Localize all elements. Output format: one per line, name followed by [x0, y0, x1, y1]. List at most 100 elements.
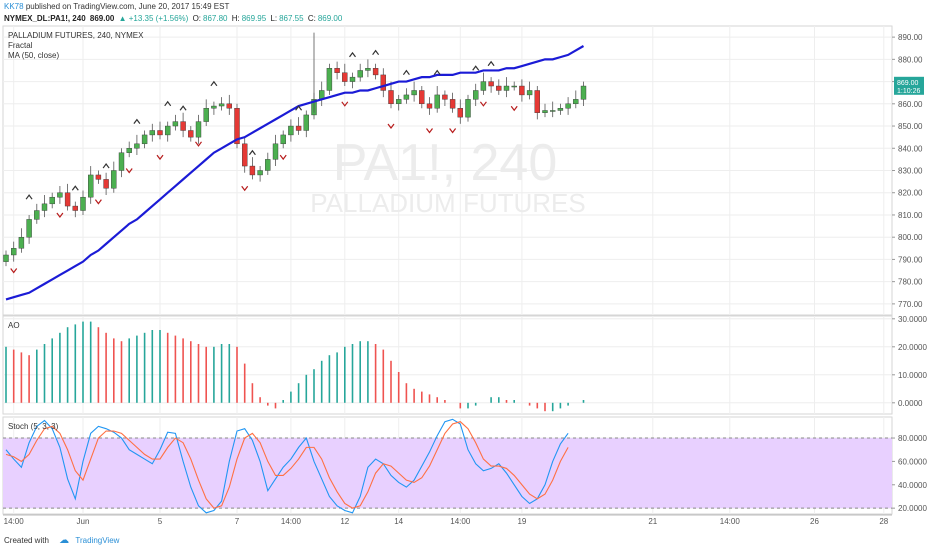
- fractal-up-marker: [433, 69, 441, 76]
- candle-body: [449, 99, 456, 109]
- y-tick-label: 790.00: [898, 255, 923, 264]
- candle-body: [557, 108, 564, 111]
- last-price-badge: [894, 76, 924, 95]
- fractal-down-marker: [449, 128, 457, 134]
- y-tick-label: 800.00: [898, 233, 923, 242]
- chart-canvas[interactable]: 890.00880.00870.00860.00850.00840.00830.…: [0, 24, 932, 532]
- y-tick-label: 10.0000: [898, 371, 927, 380]
- fractal-down-marker: [279, 154, 287, 161]
- y-tick-label: 850.00: [898, 122, 923, 131]
- close-value: 869.00: [317, 14, 343, 23]
- candle-body: [3, 254, 9, 262]
- watermark-name: PALLADIUM FUTURES: [310, 188, 585, 218]
- candle-body: [95, 174, 102, 180]
- candle-body: [442, 94, 448, 100]
- stoch-k-line: [5, 418, 569, 514]
- candle-body: [72, 205, 79, 211]
- fractal-up-marker: [472, 65, 480, 71]
- fractal-down-marker: [479, 101, 487, 107]
- stoch-label: Stoch (5, 3, 3): [8, 422, 59, 431]
- candle-body: [280, 134, 286, 145]
- candle-body: [473, 90, 479, 100]
- candle-body: [118, 152, 125, 171]
- candle-body: [526, 90, 533, 96]
- x-tick-label: 19: [517, 517, 526, 526]
- ma50-line: [5, 45, 585, 301]
- low-label: L:: [270, 14, 278, 23]
- candle-body: [134, 143, 140, 149]
- candle-body: [26, 219, 32, 238]
- y-tick-label: 780.00: [898, 278, 923, 287]
- last-price: 869.00: [89, 14, 115, 23]
- x-tick-label: 14:00: [450, 517, 471, 526]
- candle-body: [511, 85, 517, 88]
- candle-body: [396, 99, 402, 105]
- tradingview-link[interactable]: TradingView: [75, 536, 120, 545]
- candle-body: [149, 130, 156, 136]
- fractal-up-marker: [372, 49, 380, 56]
- author-link[interactable]: KK78: [4, 2, 24, 11]
- fractal-down-marker: [510, 105, 518, 112]
- candle-body: [111, 170, 117, 189]
- candle-body: [64, 192, 71, 207]
- close-label: C:: [307, 14, 316, 23]
- candle-body: [349, 76, 356, 82]
- candle-body: [573, 99, 579, 105]
- y-tick-label: 840.00: [898, 144, 923, 153]
- candle-body: [542, 110, 548, 113]
- fractal-down-marker: [156, 154, 164, 161]
- footer: Created with ☁ TradingView: [4, 535, 119, 546]
- created-with-text: Created with: [4, 536, 49, 545]
- fractal-down-marker: [94, 199, 102, 205]
- candle-body: [34, 210, 40, 220]
- candle-body: [365, 68, 371, 71]
- candle-body: [80, 196, 86, 211]
- y-tick-label: 20.0000: [898, 343, 927, 352]
- fractal-up-marker: [102, 163, 110, 169]
- candle-body: [288, 125, 294, 136]
- publish-info: KK78 published on TradingView.com, June …: [4, 2, 229, 11]
- fractal-down-marker: [387, 123, 395, 130]
- candle-body: [419, 90, 425, 105]
- candle-body: [218, 103, 225, 107]
- candle-body: [164, 125, 171, 136]
- candle-body: [550, 110, 556, 112]
- y-tick-label: 860.00: [898, 100, 923, 109]
- candle-body: [580, 85, 587, 100]
- x-tick-label: Jun: [77, 517, 90, 526]
- candle-body: [326, 68, 333, 91]
- fractal-down-marker: [125, 168, 133, 174]
- x-tick-label: 14:00: [720, 517, 741, 526]
- y-tick-label: 20.0000: [898, 504, 927, 513]
- candle-body: [49, 196, 55, 205]
- candle-body: [357, 70, 363, 78]
- candle-body: [41, 203, 48, 211]
- fractal-up-marker: [179, 105, 187, 111]
- candle-body: [342, 72, 348, 82]
- y-tick-label: 890.00: [898, 33, 923, 42]
- candle-body: [434, 94, 440, 109]
- stoch-band: [3, 438, 892, 509]
- candle-body: [157, 130, 163, 136]
- candle-body: [295, 125, 302, 131]
- fractal-down-marker: [10, 268, 18, 274]
- x-tick-label: 5: [158, 517, 163, 526]
- candle-body: [457, 108, 463, 118]
- candle-body: [18, 236, 25, 249]
- candle-body: [141, 134, 148, 145]
- candle-body: [496, 85, 502, 91]
- y-tick-label: 60.0000: [898, 457, 927, 466]
- fractal-down-marker: [426, 128, 433, 134]
- candle-body: [380, 74, 386, 91]
- y-tick-label: 80.0000: [898, 434, 927, 443]
- candle-body: [180, 121, 186, 131]
- candle-body: [203, 108, 209, 122]
- candle-body: [126, 148, 132, 153]
- candle-body: [265, 159, 271, 171]
- legend-title: PALLADIUM FUTURES, 240, NYMEX: [8, 31, 144, 40]
- low-value: 867.55: [279, 14, 304, 23]
- high-value: 869.95: [241, 14, 267, 23]
- fractal-up-marker: [133, 118, 141, 124]
- fractal-down-marker: [195, 141, 202, 147]
- x-tick-label: 12: [340, 517, 349, 526]
